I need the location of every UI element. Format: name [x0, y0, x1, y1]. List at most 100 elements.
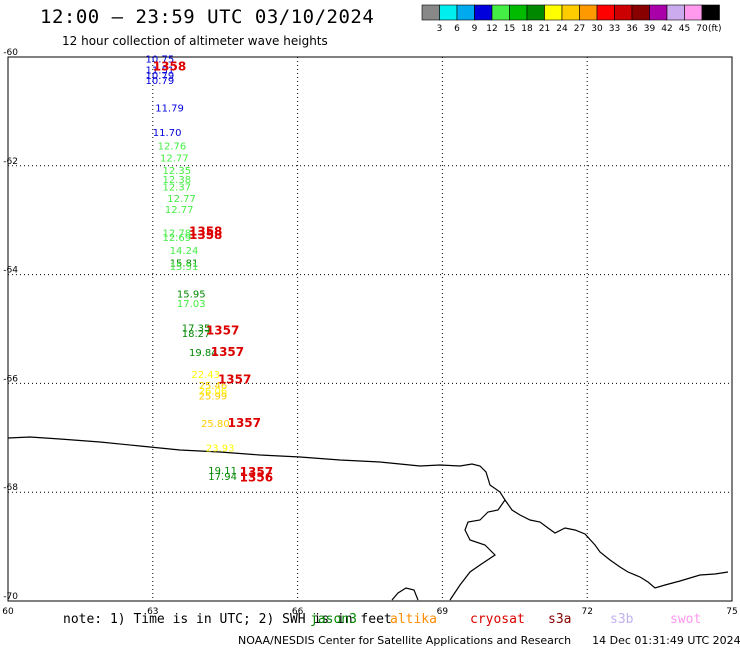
wave-height-label: 18.27: [182, 329, 211, 340]
sat-cryosat: cryosat: [470, 612, 525, 627]
track-id-label: 1358: [189, 228, 222, 242]
y-tick-label: -60: [3, 48, 18, 58]
colorbar-swatch: [596, 4, 615, 21]
colorbar-swatch: [509, 4, 528, 21]
track-id-label: 1357: [228, 416, 261, 430]
credit-line: NOAA/NESDIS Center for Satellite Applica…: [238, 634, 740, 647]
colorbar-label: 33: [609, 24, 620, 34]
wave-height-label: 19.11: [208, 466, 237, 477]
colorbar-label: 3: [437, 24, 443, 34]
wave-height-label: 12.78: [162, 229, 191, 240]
x-tick-label: 60: [2, 607, 14, 617]
wave-height-label: 23.93: [206, 443, 235, 454]
credit-text: NOAA/NESDIS Center for Satellite Applica…: [238, 634, 572, 647]
grid: [8, 57, 732, 601]
wave-height-label: 25.46: [199, 381, 228, 392]
colorbar-swatch: [701, 4, 720, 21]
wave-height-label: 26.06: [199, 386, 228, 397]
colorbar-label: 30: [591, 24, 603, 34]
wave-height-label: 12.69: [162, 233, 191, 244]
wave-height-label: 25.80: [201, 419, 230, 430]
plot-frame: [7, 56, 733, 602]
page-subtitle: 12 hour collection of altimeter wave hei…: [62, 34, 328, 48]
wave-height-label: 12.76: [158, 141, 187, 152]
wave-height-label: 12.38: [162, 175, 191, 186]
wave-height-label: 15.95: [177, 289, 206, 300]
colorbar-swatch: [544, 4, 563, 21]
wave-height-label: 14.24: [170, 246, 199, 257]
track-id-label: 1356: [240, 470, 273, 484]
colorbar-unit: (ft): [708, 24, 722, 34]
colorbar-swatch: [684, 4, 703, 21]
colorbar-label: 9: [472, 24, 478, 34]
x-tick-label: 66: [292, 607, 304, 617]
coastline: [7, 436, 729, 601]
wave-height-label: 17.03: [177, 299, 206, 310]
wave-height-label: 10.79: [146, 71, 175, 82]
colorbar-swatch: [561, 4, 580, 21]
wave-height-label: 12.77: [167, 194, 196, 205]
colorbar-label: 36: [626, 24, 638, 34]
y-tick-label: -64: [3, 266, 18, 276]
wave-height-label: 10.79: [146, 76, 175, 87]
colorbar-swatch: [491, 4, 510, 21]
colorbar-swatch: [614, 4, 633, 21]
generated-timestamp: 14 Dec 01:31:49 UTC 2024: [592, 634, 740, 647]
colorbar-label: 15: [504, 24, 515, 34]
colorbar-swatch: [439, 4, 458, 21]
colorbar-label: 27: [574, 24, 585, 34]
x-tick-label: 75: [726, 607, 737, 617]
wave-height-label: 15.81: [170, 258, 199, 269]
sat-jason3: jason3: [310, 612, 357, 627]
wave-height-label: 12.37: [162, 182, 191, 193]
colorbar-swatch: [456, 4, 475, 21]
track-id-label: 1357: [218, 372, 251, 386]
y-tick-label: -68: [3, 483, 18, 493]
wave-height-label: 25.99: [199, 392, 228, 403]
colorbar-swatch: [666, 4, 685, 21]
track-id-label: 1358: [153, 60, 186, 74]
x-tick-label: 69: [437, 607, 449, 617]
footer-note: note: 1) Time is in UTC; 2) SWH is in fe…: [63, 612, 392, 627]
x-tick-label: 72: [581, 607, 592, 617]
colorbar-label: 42: [661, 24, 672, 34]
colorbar-label: 39: [644, 24, 656, 34]
colorbar-label: 70: [696, 24, 708, 34]
track-id-label: 1357: [211, 345, 244, 359]
wave-height-label: 10.75: [146, 54, 175, 65]
track-id-label: 1358: [189, 224, 222, 238]
wave-height-label: 15.51: [170, 262, 199, 273]
colorbar-swatch: [474, 4, 493, 21]
observation-labels: 10.7511.5110.7910.7911.7911.7012.7612.77…: [146, 54, 274, 484]
colorbar-swatch: [421, 4, 440, 21]
wave-height-label: 17.94: [208, 472, 237, 483]
wave-height-label: 12.77: [165, 205, 194, 216]
wave-height-label: 22.43: [191, 370, 220, 381]
wave-height-label: 11.70: [153, 128, 182, 139]
colorbar-swatch: [579, 4, 598, 21]
colorbar-label: 6: [454, 24, 460, 34]
axes: 60 63 66 69 72 75 -60 -62 -64 -66 -68 -70: [2, 48, 737, 617]
track-id-label: 1357: [206, 323, 239, 337]
colorbar-label: 24: [556, 24, 568, 34]
page-title: 12:00 – 23:59 UTC 03/10/2024: [40, 6, 375, 28]
y-tick-label: -70: [3, 592, 18, 602]
sat-s3b: s3b: [610, 612, 634, 627]
sat-swot: swot: [670, 612, 702, 627]
sat-altika: altika: [390, 612, 437, 627]
colorbar-label: 18: [521, 24, 533, 34]
colorbar-swatch: [526, 4, 545, 21]
wave-height-label: 17.35: [182, 324, 211, 335]
colorbar: 3 6 9 12 15 18 21 24 27 30 33 36 39 42 45 70 (ft): [421, 4, 722, 34]
wave-height-label: 11.51: [146, 65, 175, 76]
wave-height-label: 19.84: [189, 348, 218, 359]
x-tick-label: 63: [147, 607, 158, 617]
colorbar-swatch: [631, 4, 650, 21]
y-tick-label: -66: [3, 374, 18, 384]
y-tick-label: -62: [3, 157, 18, 167]
track-id-label: 1357: [240, 465, 273, 479]
wave-height-label: 12.77: [160, 153, 189, 164]
wave-height-label: 11.79: [155, 103, 184, 114]
sat-s3a: s3a: [548, 612, 572, 627]
